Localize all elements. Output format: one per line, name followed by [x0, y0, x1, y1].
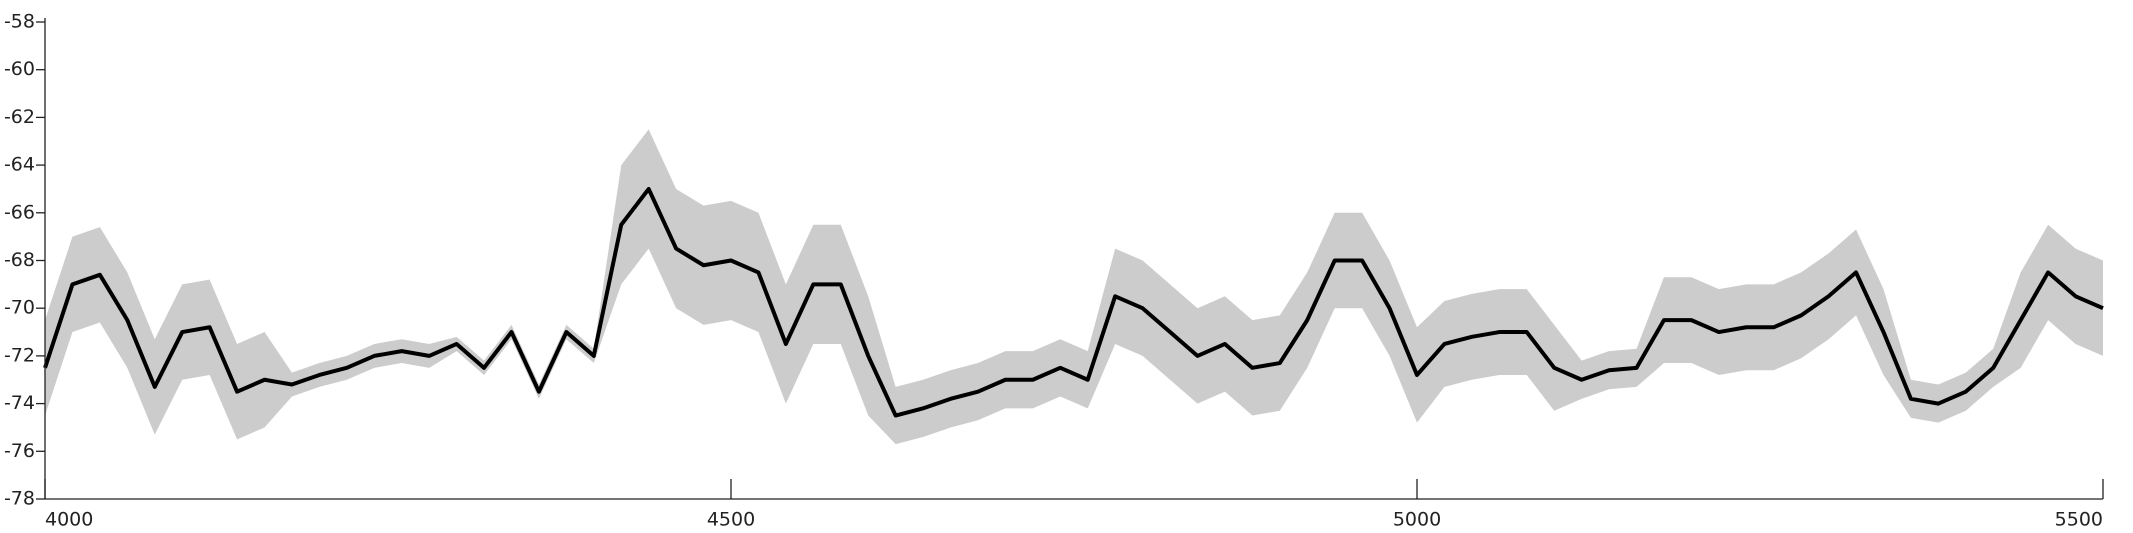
band	[45, 129, 2103, 445]
y-tick-label: -74	[4, 392, 35, 414]
y-tick-label: -60	[4, 58, 35, 80]
x-tick-label: 5500	[2055, 509, 2103, 531]
y-tick-label: -62	[4, 106, 35, 128]
y-tick-label: -68	[4, 249, 35, 271]
y-tick-label: -70	[4, 297, 35, 319]
y-tick-label: -78	[4, 488, 35, 510]
x-tick-label: 4000	[45, 509, 93, 531]
y-tick-label: -66	[4, 201, 35, 223]
x-tick-label: 5000	[1393, 509, 1441, 531]
y-tick-label: -58	[4, 11, 35, 33]
x-tick-label: 4500	[707, 509, 755, 531]
y-tick-label: -72	[4, 344, 35, 366]
line	[43, 186, 2104, 418]
y-tick-label: -64	[4, 154, 35, 176]
y-tick-label: -76	[4, 440, 35, 462]
